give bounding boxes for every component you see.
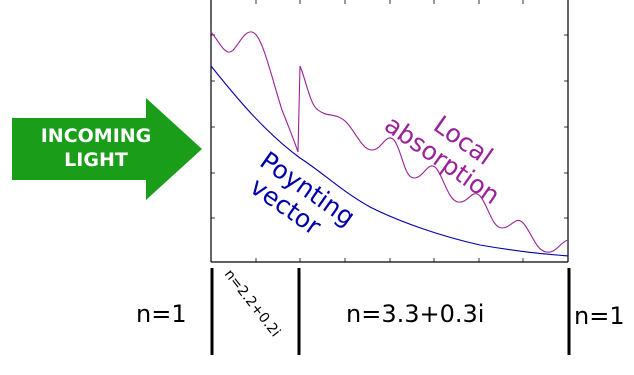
- left-ticks: [211, 34, 215, 219]
- region-layer1-label: n=2.2+0.2i: [221, 267, 283, 340]
- layer-boundaries: [210, 268, 571, 355]
- region-layer2-label: n=3.3+0.3i: [346, 300, 484, 328]
- arrow-label-line1: INCOMING: [41, 125, 152, 147]
- bottom-ticks: [255, 258, 524, 262]
- region-right-label: n=1: [574, 302, 625, 330]
- local-absorption-label: Local absorption: [379, 110, 505, 210]
- poynting-vector-curve: [210, 65, 569, 257]
- arrow-label-line2: LIGHT: [64, 149, 128, 171]
- poynting-vector-label: Poynting vector: [245, 146, 361, 242]
- arrow-shape: [12, 98, 202, 200]
- top-ticks: [255, 0, 524, 4]
- local-absorption-curve: [210, 31, 569, 253]
- right-ticks: [564, 34, 568, 219]
- region-left-label: n=1: [136, 300, 187, 328]
- incoming-light-arrow: INCOMING LIGHT: [12, 98, 202, 200]
- plot-frame: [210, 0, 569, 263]
